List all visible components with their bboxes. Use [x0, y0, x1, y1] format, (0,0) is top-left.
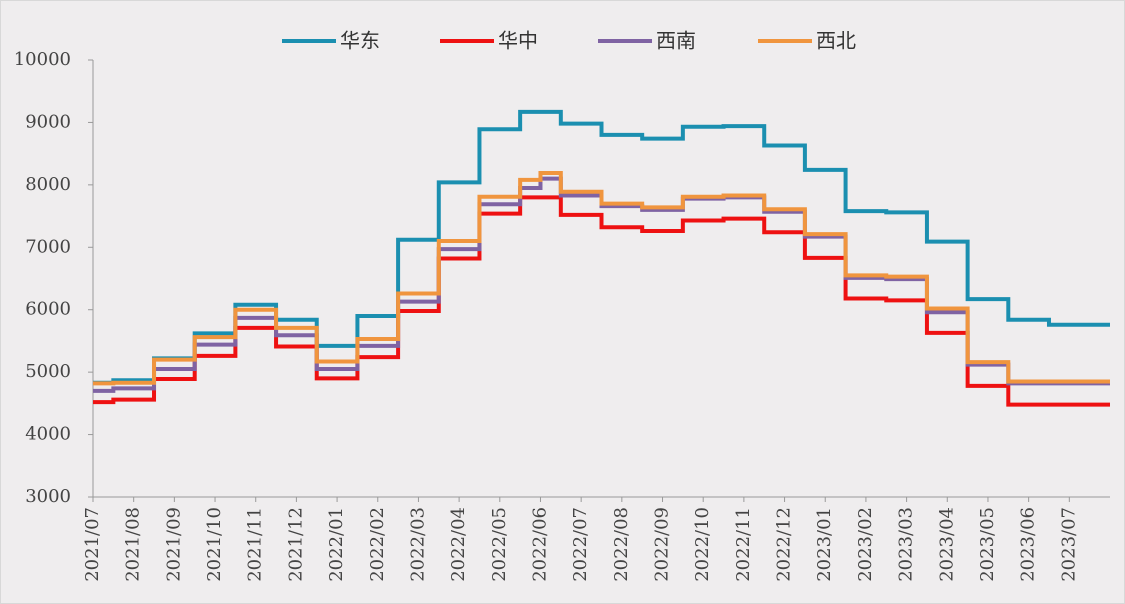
- x-tick-label: 2023/02: [855, 507, 876, 582]
- series-line: [93, 109, 1110, 385]
- x-tick-label: 2023/06: [1018, 507, 1039, 582]
- x-tick-label: 2021/07: [82, 507, 103, 582]
- series-line: [93, 195, 1110, 407]
- x-tick-label: 2022/05: [489, 507, 510, 582]
- x-tick-label: 2023/03: [896, 507, 917, 582]
- x-tick-label: 2023/07: [1058, 507, 1079, 582]
- y-tick-label: 5000: [25, 361, 71, 382]
- y-tick-label: 9000: [25, 111, 71, 132]
- x-tick-label: 2023/04: [936, 507, 957, 582]
- y-tick-label: 6000: [25, 299, 71, 320]
- x-tick-label: 2022/06: [529, 507, 550, 582]
- x-tick-label: 2021/09: [163, 507, 184, 582]
- x-tick-label: 2022/08: [611, 507, 632, 582]
- y-tick-label: 8000: [25, 174, 71, 195]
- legend-label: 西北: [816, 29, 856, 53]
- y-tick-label: 3000: [25, 486, 71, 507]
- series-line: [93, 170, 1110, 386]
- x-tick-label: 2022/01: [326, 507, 347, 582]
- x-tick-label: 2022/02: [367, 507, 388, 582]
- legend-label: 华东: [340, 29, 380, 53]
- y-tick-label: 4000: [25, 424, 71, 445]
- x-tick-label: 2022/07: [570, 507, 591, 582]
- y-tick-label: 7000: [25, 236, 71, 257]
- x-tick-label: 2021/12: [285, 507, 306, 582]
- x-tick-label: 2022/04: [448, 507, 469, 582]
- x-tick-label: 2023/05: [977, 507, 998, 582]
- x-tick-label: 2022/09: [652, 507, 673, 582]
- x-tick-label: 2022/12: [774, 507, 795, 582]
- x-tick-label: 2023/01: [814, 507, 835, 582]
- x-tick-label: 2022/03: [407, 507, 428, 582]
- y-tick-label: 10000: [14, 49, 71, 70]
- x-tick-label: 2022/11: [733, 507, 754, 582]
- x-tick-label: 2021/08: [123, 507, 144, 582]
- x-tick-label: 2022/10: [692, 507, 713, 582]
- legend-label: 西南: [656, 29, 696, 53]
- legend-label: 华中: [498, 29, 538, 53]
- x-tick-label: 2021/11: [245, 507, 266, 582]
- series-line: [93, 176, 1110, 393]
- x-tick-label: 2021/10: [204, 507, 225, 582]
